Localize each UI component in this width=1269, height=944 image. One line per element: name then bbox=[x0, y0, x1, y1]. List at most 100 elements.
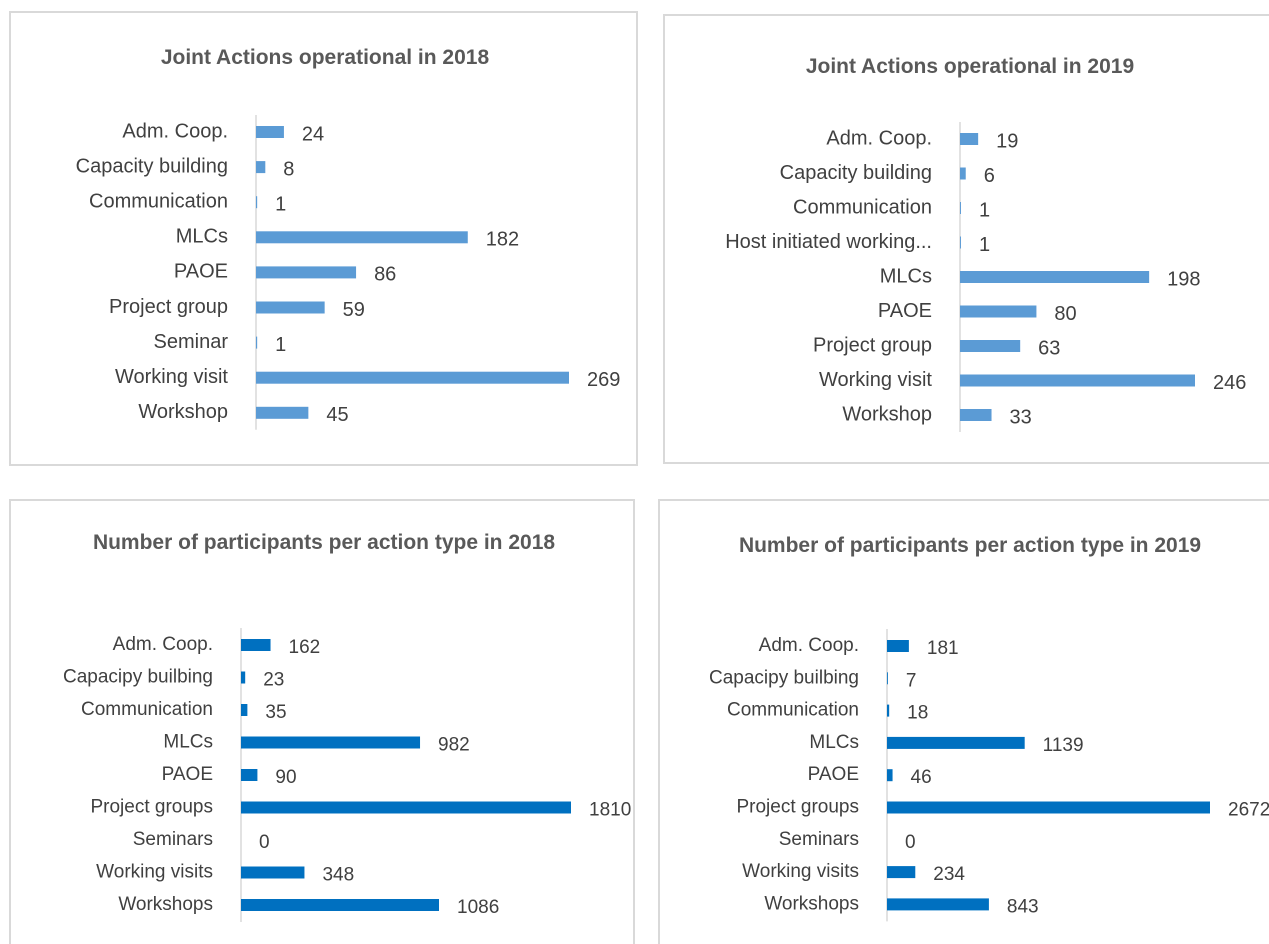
bar bbox=[256, 371, 569, 384]
bar bbox=[960, 236, 961, 249]
value-label: 8 bbox=[283, 158, 294, 180]
bar bbox=[887, 704, 890, 717]
category-label: Adm. Coop. bbox=[122, 120, 228, 142]
bar bbox=[887, 736, 1025, 749]
value-label: 46 bbox=[911, 767, 932, 788]
chart-panel: Joint Actions operational in 2018 Adm. C… bbox=[9, 11, 638, 466]
category-label: Workshop bbox=[842, 403, 932, 425]
value-label: 86 bbox=[374, 264, 396, 286]
value-label: 0 bbox=[905, 832, 916, 853]
value-label: 246 bbox=[1213, 372, 1246, 394]
value-label: 1139 bbox=[1043, 735, 1084, 756]
value-label: 1086 bbox=[457, 897, 499, 918]
bar bbox=[256, 336, 258, 349]
value-label: 843 bbox=[1007, 896, 1039, 917]
bar bbox=[256, 406, 309, 419]
value-label: 33 bbox=[1010, 406, 1032, 428]
bar bbox=[241, 671, 246, 684]
category-label: Adm. Coop. bbox=[826, 127, 932, 149]
category-label: Capacity building bbox=[780, 162, 932, 184]
bar bbox=[960, 167, 966, 180]
category-label: Capacipy builbing bbox=[709, 667, 859, 688]
bar bbox=[887, 801, 1210, 814]
value-label: 45 bbox=[326, 404, 348, 426]
bar bbox=[256, 161, 266, 174]
chart-title: Joint Actions operational in 2018 bbox=[160, 46, 490, 69]
category-label: Project groups bbox=[90, 797, 213, 818]
bar bbox=[887, 640, 909, 652]
value-label: 35 bbox=[265, 702, 286, 723]
value-label: 18 bbox=[907, 703, 928, 724]
bar bbox=[960, 374, 1195, 387]
category-label: Working visits bbox=[96, 862, 213, 883]
value-label: 162 bbox=[289, 637, 321, 658]
category-label: PAOE bbox=[808, 764, 859, 785]
bar bbox=[887, 769, 893, 782]
category-label: PAOE bbox=[174, 261, 228, 283]
bar bbox=[241, 801, 571, 814]
bar bbox=[960, 409, 992, 421]
category-label: MLCs bbox=[809, 732, 859, 753]
bar bbox=[241, 704, 248, 716]
category-label: Communication bbox=[727, 700, 859, 721]
bar bbox=[960, 271, 1150, 283]
chart-panel: Number of participants per action type i… bbox=[658, 499, 1269, 944]
category-label: MLCs bbox=[176, 226, 228, 248]
value-label: 2672 bbox=[1228, 800, 1269, 821]
category-label: Communication bbox=[81, 699, 213, 720]
value-label: 269 bbox=[587, 369, 620, 391]
category-label: Working visit bbox=[115, 366, 228, 388]
value-label: 59 bbox=[343, 299, 365, 321]
bar bbox=[241, 899, 439, 911]
value-label: 982 bbox=[438, 735, 470, 756]
value-label: 182 bbox=[486, 229, 519, 251]
category-label: Seminars bbox=[779, 829, 859, 850]
category-label: Workshop bbox=[138, 401, 228, 423]
category-label: MLCs bbox=[880, 265, 932, 287]
value-label: 0 bbox=[259, 832, 270, 853]
bar bbox=[887, 898, 989, 911]
category-label: Seminars bbox=[133, 829, 213, 850]
category-label: Capacity building bbox=[76, 155, 228, 177]
value-label: 24 bbox=[302, 123, 324, 145]
category-label: Workshops bbox=[118, 894, 213, 915]
bar bbox=[960, 133, 979, 145]
category-label: PAOE bbox=[878, 300, 932, 322]
bar bbox=[256, 126, 284, 138]
bar bbox=[887, 866, 916, 879]
bar bbox=[256, 196, 258, 209]
value-label: 23 bbox=[263, 670, 284, 691]
bar bbox=[241, 639, 271, 651]
category-label: Project group bbox=[813, 334, 932, 356]
chart: Adm. Coop. 162 Capacipy builbing 23 Communic… bbox=[63, 628, 631, 922]
value-label: 234 bbox=[933, 864, 965, 885]
category-label: Adm. Coop. bbox=[113, 634, 213, 655]
bar bbox=[887, 672, 888, 685]
value-label: 7 bbox=[906, 670, 917, 691]
category-label: Communication bbox=[89, 190, 228, 212]
bar bbox=[241, 769, 258, 781]
bar bbox=[241, 866, 305, 879]
category-label: PAOE bbox=[162, 764, 213, 785]
chart-panel: Number of participants per action type i… bbox=[9, 499, 635, 944]
bar bbox=[256, 266, 357, 279]
value-label: 1 bbox=[275, 193, 286, 215]
value-label: 80 bbox=[1054, 303, 1076, 325]
chart: Adm. Coop. 181 Capacipy builbing 7 Communica… bbox=[709, 629, 1269, 922]
category-label: Workshops bbox=[764, 893, 859, 914]
category-label: Working visit bbox=[819, 369, 932, 391]
category-label: Capacipy builbing bbox=[63, 667, 213, 688]
value-label: 181 bbox=[927, 638, 959, 659]
bar bbox=[256, 231, 468, 244]
value-label: 1 bbox=[275, 334, 286, 356]
chart-title: Number of participants per action type i… bbox=[92, 531, 556, 554]
value-label: 1810 bbox=[589, 800, 631, 821]
value-label: 348 bbox=[322, 865, 354, 886]
bar bbox=[960, 202, 961, 214]
value-label: 19 bbox=[996, 130, 1018, 152]
category-label: Adm. Coop. bbox=[759, 635, 859, 656]
category-label: MLCs bbox=[163, 732, 213, 753]
bar bbox=[256, 301, 325, 314]
category-label: Host initiated working... bbox=[725, 231, 932, 253]
